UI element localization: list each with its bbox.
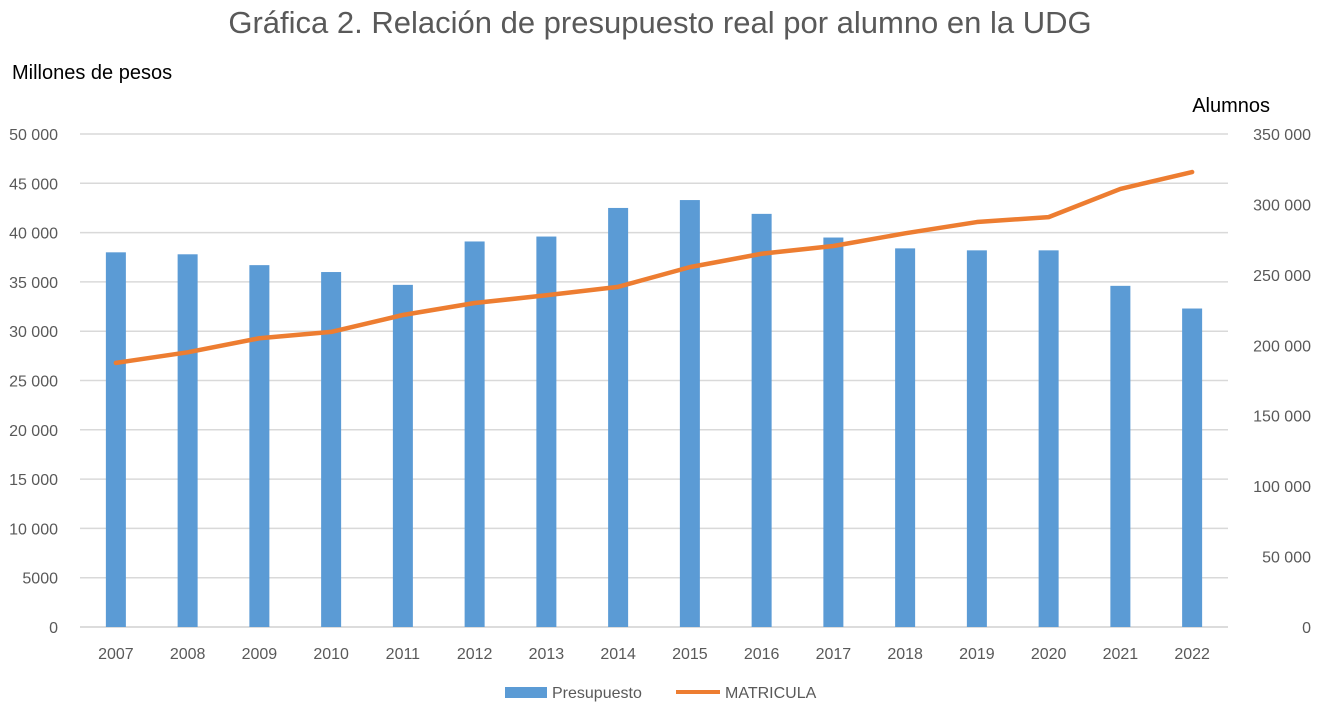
y2-tick-label: 350 000 [1253,127,1311,144]
y2-tick-label: 250 000 [1253,268,1311,285]
bar-2019 [967,250,987,627]
y-tick-label: 10 000 [9,521,58,538]
x-tick-label: 2019 [959,646,995,663]
y-tick-label: 40 000 [9,226,58,243]
x-tick-label: 2021 [1103,646,1139,663]
x-tick-label: 2012 [457,646,493,663]
y-tick-label: 20 000 [9,423,58,440]
bar-2008 [178,254,198,627]
x-tick-label: 2014 [600,646,636,663]
bar-2016 [752,214,772,627]
y2-tick-label: 300 000 [1253,197,1311,214]
y-tick-label: 25 000 [9,374,58,391]
y2-tick-label: 0 [1302,620,1311,637]
bar-2021 [1110,286,1130,627]
matricula-line [116,172,1192,363]
bar-2007 [106,252,126,627]
chart-title: Gráfica 2. Relación de presupuesto real … [228,5,1091,40]
y2-axis-label: Alumnos [1192,95,1270,117]
y-tick-label: 50 000 [9,127,58,144]
bar-2009 [249,265,269,627]
x-tick-label: 2018 [887,646,923,663]
bar-2020 [1039,250,1059,627]
y2-tick-label: 200 000 [1253,338,1311,355]
x-tick-label: 2013 [529,646,565,663]
x-tick-label: 2017 [816,646,852,663]
x-tick-label: 2009 [242,646,278,663]
y-tick-label: 15 000 [9,472,58,489]
y2-tick-label: 100 000 [1253,479,1311,496]
x-tick-label: 2007 [98,646,134,663]
y-tick-label: 45 000 [9,176,58,193]
legend-label-presupuesto: Presupuesto [552,685,642,702]
bar-2022 [1182,309,1202,627]
bar-2018 [895,248,915,627]
y2-tick-label: 150 000 [1253,409,1311,426]
legend-label-matricula: MATRICULA [725,685,817,702]
x-tick-label: 2020 [1031,646,1067,663]
legend: Presupuesto MATRICULA [505,685,817,702]
y2-tick-label: 50 000 [1262,550,1311,567]
y-axis-label: Millones de pesos [12,62,172,84]
x-tick-label: 2022 [1174,646,1210,663]
legend-swatch-presupuesto [505,687,547,698]
x-tick-label: 2008 [170,646,206,663]
bar-2014 [608,208,628,627]
y-tick-label: 5000 [22,571,58,588]
x-tick-label: 2015 [672,646,708,663]
bar-2012 [465,241,485,627]
bar-2011 [393,285,413,627]
y-tick-label: 30 000 [9,324,58,341]
y-tick-label: 0 [49,620,58,637]
bar-2010 [321,272,341,627]
x-tick-label: 2016 [744,646,780,663]
bar-2017 [823,238,843,627]
x-tick-label: 2010 [313,646,349,663]
y-tick-label: 35 000 [9,275,58,292]
x-tick-label: 2011 [386,646,421,663]
